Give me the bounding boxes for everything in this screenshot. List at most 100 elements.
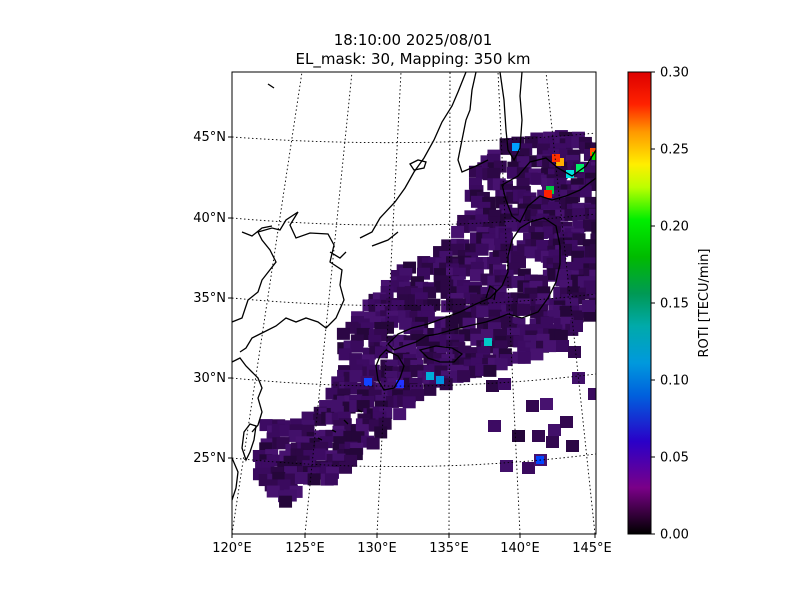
roti-cell bbox=[349, 370, 363, 383]
lon-label-120: 120°E bbox=[212, 541, 252, 556]
roti-cell-high bbox=[544, 190, 552, 198]
roti-cell bbox=[266, 485, 280, 498]
roti-cell-high bbox=[396, 380, 404, 388]
roti-cell bbox=[526, 400, 539, 412]
roti-cell bbox=[536, 239, 550, 252]
roti-cell bbox=[530, 348, 544, 361]
roti-cell bbox=[522, 462, 535, 474]
colorbar-tick-label: 0.15 bbox=[660, 297, 689, 312]
roti-cell bbox=[500, 142, 514, 155]
roti-cell bbox=[476, 305, 490, 318]
roti-cell bbox=[279, 495, 293, 508]
lon-label-135: 135°E bbox=[429, 541, 469, 556]
roti-cell-high bbox=[484, 338, 492, 346]
lon-tick-marks bbox=[231, 534, 596, 538]
roti-cell bbox=[350, 340, 364, 353]
roti-cell bbox=[548, 249, 562, 262]
roti-cell bbox=[338, 348, 352, 361]
roti-cell bbox=[532, 430, 545, 442]
roti-cell-high bbox=[426, 372, 434, 380]
roti-cell bbox=[486, 380, 499, 392]
roti-cell bbox=[506, 166, 520, 179]
roti-cell bbox=[590, 178, 596, 191]
roti-cell bbox=[457, 370, 471, 383]
lon-label-125: 125°E bbox=[285, 541, 325, 556]
roti-cell bbox=[416, 334, 430, 347]
map-frame bbox=[231, 71, 597, 535]
roti-cell bbox=[540, 398, 553, 410]
roti-cell bbox=[336, 327, 350, 340]
roti-cell bbox=[589, 154, 596, 167]
roti-cell bbox=[374, 426, 388, 439]
roti-cell-high bbox=[566, 170, 574, 178]
colorbar-tick-label: 0.00 bbox=[660, 528, 689, 543]
roti-cell bbox=[566, 440, 579, 452]
roti-cell bbox=[572, 208, 586, 221]
colorbar-tick-label: 0.20 bbox=[660, 220, 689, 235]
roti-cell bbox=[591, 221, 596, 234]
roti-cell bbox=[568, 346, 581, 358]
plot-title-params: EL_mask: 30, Mapping: 350 km bbox=[295, 50, 531, 68]
roti-cell bbox=[560, 416, 573, 428]
colorbar-label: ROTI [TECU/min] bbox=[697, 249, 712, 358]
roti-cell bbox=[546, 436, 559, 448]
lat-label-45: 45°N bbox=[193, 130, 226, 145]
colorbar-tick-label: 0.25 bbox=[660, 143, 689, 158]
roti-cell bbox=[324, 473, 338, 486]
roti-cell bbox=[498, 378, 511, 390]
roti-cell bbox=[586, 282, 596, 294]
lat-label-30: 30°N bbox=[193, 371, 226, 386]
roti-cell bbox=[512, 430, 525, 442]
colorbar-ticks: 0.00 0.05 0.10 0.15 0.20 0.25 0.30 bbox=[651, 66, 689, 543]
roti-cell bbox=[517, 351, 531, 364]
roti-cell-high bbox=[364, 378, 372, 386]
roti-cell bbox=[583, 309, 596, 322]
colorbar-tick-label: 0.10 bbox=[660, 374, 689, 389]
graticule bbox=[232, 72, 596, 534]
roti-cell bbox=[578, 185, 592, 198]
roti-cell bbox=[554, 330, 568, 343]
roti-cells bbox=[252, 130, 596, 508]
roti-cell bbox=[483, 364, 497, 377]
colorbar-tick-label: 0.05 bbox=[660, 451, 689, 466]
lat-label-40: 40°N bbox=[193, 211, 226, 226]
roti-cell bbox=[494, 358, 508, 371]
roti-cell bbox=[469, 269, 483, 282]
roti-cell bbox=[307, 473, 321, 486]
roti-cell bbox=[589, 269, 596, 282]
roti-cell bbox=[582, 300, 595, 312]
roti-cell bbox=[451, 225, 465, 238]
roti-cell bbox=[524, 246, 538, 259]
roti-cell bbox=[312, 448, 326, 461]
colorbar-tick-label: 0.30 bbox=[660, 66, 689, 81]
roti-cell bbox=[588, 388, 596, 400]
roti-cell bbox=[556, 340, 569, 352]
roti-cell-high bbox=[592, 152, 596, 160]
roti-cell bbox=[439, 250, 453, 263]
lon-label-130: 130°E bbox=[357, 541, 397, 556]
roti-cell bbox=[475, 243, 489, 256]
roti-cell-high bbox=[552, 154, 560, 162]
roti-cell bbox=[570, 310, 584, 323]
roti-cell bbox=[559, 305, 573, 318]
roti-cell bbox=[488, 420, 501, 432]
roti-cell-high bbox=[576, 164, 584, 172]
roti-cell bbox=[517, 303, 531, 316]
roti-cell bbox=[402, 396, 416, 409]
roti-cell bbox=[366, 437, 380, 450]
coastlines bbox=[232, 72, 596, 501]
roti-cell bbox=[423, 383, 437, 396]
lat-tick-marks bbox=[228, 136, 232, 459]
roti-cell bbox=[374, 346, 388, 359]
roti-cell bbox=[487, 167, 501, 180]
roti-cell bbox=[543, 340, 557, 353]
roti-cell bbox=[462, 317, 476, 330]
roti-cell bbox=[570, 320, 583, 332]
roti-cell bbox=[548, 424, 561, 436]
roti-cell bbox=[500, 460, 513, 472]
colorbar bbox=[627, 71, 652, 535]
lon-label-140: 140°E bbox=[500, 541, 540, 556]
roti-cell-high bbox=[512, 143, 520, 151]
plot-title-time: 18:10:00 2025/08/01 bbox=[333, 31, 493, 49]
